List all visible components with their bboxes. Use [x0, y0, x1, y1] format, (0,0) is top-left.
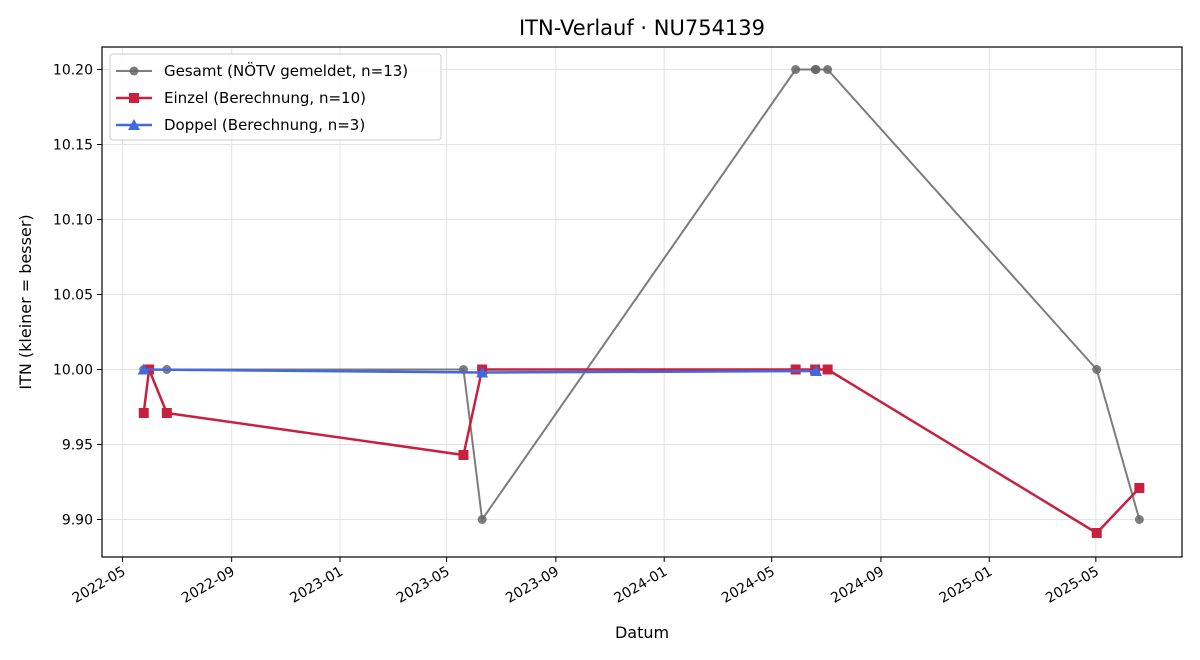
y-tick-label: 9.95	[62, 438, 93, 454]
series-line-einzel	[142, 368, 1141, 535]
data-point-gesamt	[811, 65, 821, 74]
legend-box	[109, 53, 442, 141]
data-point-einzel	[822, 364, 833, 375]
y-axis-label: ITN (kleiner = besser)	[16, 214, 35, 389]
legend-entry-gesamt: Gesamt (NÖTV gemeldet, n=13)	[116, 61, 408, 80]
y-tick-label: 10.00	[53, 363, 93, 379]
legend-marker	[129, 66, 139, 76]
legend: Gesamt (NÖTV gemeldet, n=13) Einzel (Bere…	[109, 53, 442, 141]
data-point-gesamt	[791, 65, 801, 74]
legend-label: Einzel (Berechnung, n=10)	[164, 89, 366, 107]
legend-marker	[128, 119, 140, 130]
data-point-gesamt	[477, 515, 487, 524]
series-doppel	[137, 363, 823, 378]
plot-frame	[101, 46, 1183, 558]
chart-title: ITN-Verlauf · NU754139	[519, 16, 765, 40]
legend-label: Doppel (Berechnung, n=3)	[164, 116, 365, 134]
x-axis-label: Datum	[615, 623, 669, 642]
data-point-einzel	[458, 450, 469, 460]
data-point-einzel	[138, 408, 149, 418]
legend-entry-doppel: Doppel (Berechnung, n=3)	[116, 116, 365, 134]
data-point-einzel	[790, 364, 801, 375]
legend-label: Gesamt (NÖTV gemeldet, n=13)	[164, 61, 408, 80]
data-point-doppel	[810, 365, 823, 376]
legend-entry-einzel: Einzel (Berechnung, n=10)	[116, 89, 366, 107]
y-tick-label: 10.20	[53, 63, 93, 79]
data-point-einzel	[161, 408, 172, 418]
y-tick-label: 10.05	[53, 288, 93, 304]
data-point-gesamt	[1092, 365, 1102, 374]
data-point-gesamt	[823, 65, 833, 74]
series-layer	[137, 65, 1145, 538]
data-point-doppel	[476, 366, 489, 378]
legend-marker	[129, 93, 139, 103]
y-tick-label: 10.10	[53, 213, 93, 229]
y-tick-label: 9.90	[62, 513, 93, 529]
y-tick-label: 10.15	[53, 138, 93, 154]
data-point-gesamt	[1134, 515, 1144, 524]
data-point-einzel	[1134, 483, 1145, 493]
data-point-doppel	[137, 363, 150, 375]
data-point-einzel	[1091, 528, 1102, 538]
